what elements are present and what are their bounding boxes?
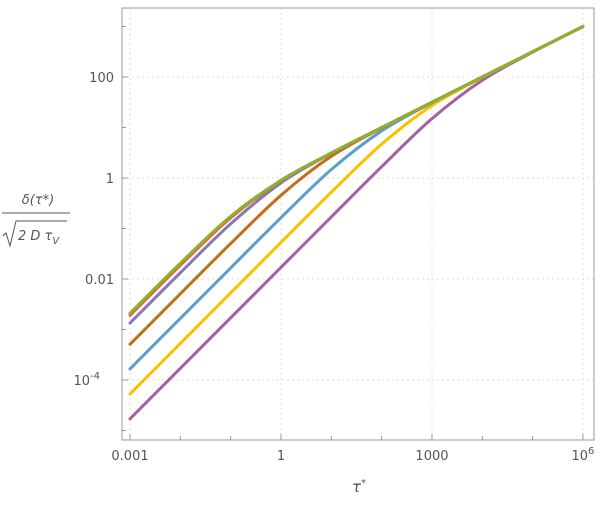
y-label-denominator: 2 D τV [18,229,60,247]
x-tick-label: 106 [572,446,595,464]
grid [122,8,594,440]
y-tick-label: 10-4 [73,371,100,389]
y-axis-label: δ(τ*) 2 D τV [2,193,70,248]
plot-frame [121,7,595,441]
series-line-5 [128,25,585,371]
y-tick-label: 100 [89,71,114,86]
x-axis-label: τ* [352,478,366,496]
x-tick-label: 1 [277,449,285,464]
y-tick-label: 1 [106,172,114,187]
x-tick-label: 0.001 [111,449,148,464]
y-tick-label: 0.01 [85,273,114,288]
series-line-4 [128,25,585,346]
y-label-numerator: δ(τ*) [22,193,54,208]
series-line-7 [128,25,585,421]
series-group [128,25,585,421]
x-tick-label: 1000 [415,449,448,464]
ticks: 0.001 1 1000 106 10-4 0.01 1 100 [73,26,595,464]
series-line-6 [128,25,585,396]
y-label-sqrt-sign [2,220,67,248]
series-line-2 [128,25,585,317]
series-line-1 [128,25,585,315]
